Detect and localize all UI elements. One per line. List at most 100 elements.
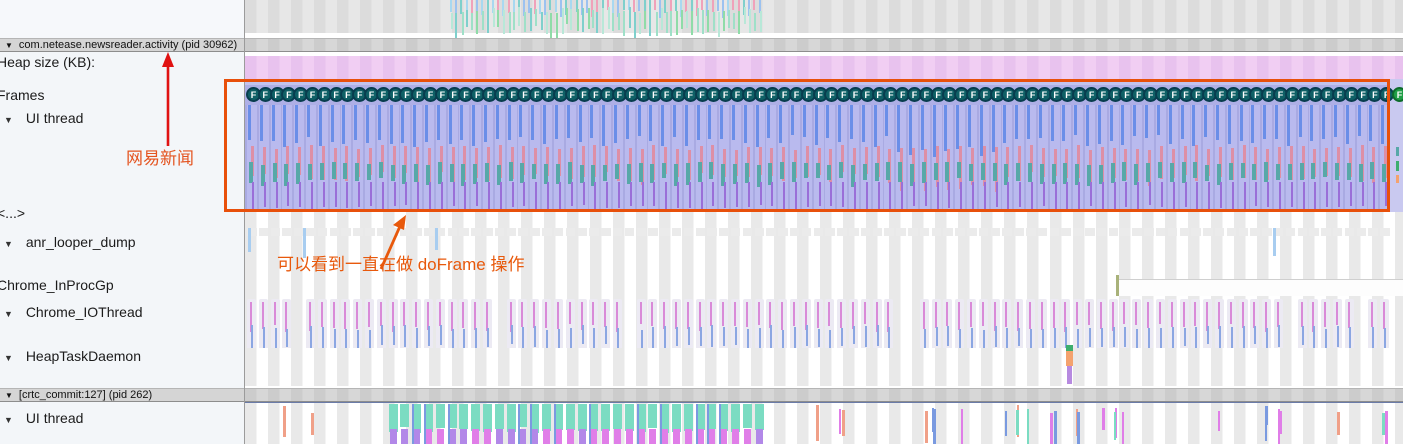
io-slice[interactable]: [250, 302, 252, 332]
trace-slice[interactable]: [470, 0, 473, 17]
doframe-slice[interactable]: [921, 162, 926, 183]
doframe-slice[interactable]: [1254, 147, 1258, 180]
doframe-slice[interactable]: [1240, 163, 1245, 179]
doframe-slice[interactable]: [546, 147, 550, 177]
doframe-slice[interactable]: [861, 105, 865, 142]
doframe-slice[interactable]: [390, 164, 395, 182]
doframe-slice[interactable]: [283, 105, 287, 147]
doframe-slice[interactable]: [308, 163, 313, 180]
io-slice[interactable]: [509, 302, 512, 332]
doframe-slice[interactable]: [452, 182, 455, 206]
doframe-slice[interactable]: [558, 182, 561, 210]
io-slice[interactable]: [615, 302, 618, 332]
io-slice[interactable]: [1277, 325, 1280, 348]
trace-slice[interactable]: [675, 10, 678, 35]
io-slice[interactable]: [959, 328, 962, 350]
doframe-slice[interactable]: [522, 146, 526, 175]
collapsed-slice[interactable]: [884, 228, 894, 236]
collapse-triangle-icon[interactable]: ▼: [4, 309, 13, 319]
trace-slice[interactable]: [549, 0, 552, 11]
doframe-slice[interactable]: [1336, 147, 1340, 177]
collapsed-slice[interactable]: [825, 228, 835, 236]
io-slice[interactable]: [1077, 328, 1080, 350]
doframe-slice[interactable]: [578, 105, 582, 143]
trace-slice[interactable]: [680, 0, 683, 18]
trace-slice[interactable]: [596, 11, 599, 34]
doframe-slice[interactable]: [653, 182, 656, 206]
trace-slice[interactable]: [661, 429, 669, 444]
io-slice[interactable]: [781, 302, 784, 330]
doframe-slice[interactable]: [1156, 105, 1160, 136]
io-slice[interactable]: [427, 302, 430, 331]
io-slice[interactable]: [251, 325, 253, 348]
doframe-slice[interactable]: [488, 182, 491, 210]
io-slice[interactable]: [1384, 327, 1387, 351]
collapsed-slice[interactable]: [1250, 228, 1260, 236]
doframe-slice[interactable]: [1172, 182, 1175, 209]
io-slice[interactable]: [876, 325, 879, 346]
doframe-slice[interactable]: [924, 182, 927, 206]
trace-slice[interactable]: [718, 12, 721, 37]
sidebar-item-chrome-inprocgp[interactable]: Chrome_InProcGp: [0, 277, 114, 293]
trace-slice[interactable]: [413, 429, 421, 444]
trace-slice[interactable]: [723, 11, 726, 31]
doframe-slice[interactable]: [566, 105, 570, 139]
collapsed-slice[interactable]: [778, 228, 788, 236]
doframe-slice[interactable]: [1051, 164, 1056, 185]
doframe-slice[interactable]: [495, 105, 499, 139]
doframe-slice[interactable]: [1263, 105, 1267, 140]
io-slice[interactable]: [510, 325, 513, 344]
io-slice[interactable]: [723, 327, 726, 347]
io-slice[interactable]: [993, 302, 996, 332]
trace-slice[interactable]: [659, 0, 662, 18]
io-slice[interactable]: [1347, 302, 1350, 328]
doframe-slice[interactable]: [1030, 145, 1034, 172]
doframe-slice[interactable]: [1381, 105, 1385, 144]
io-slice[interactable]: [640, 329, 643, 352]
doframe-slice[interactable]: [1287, 164, 1292, 181]
doframe-slice[interactable]: [1160, 182, 1163, 207]
bottom-ui-thread-track[interactable]: [245, 402, 1403, 444]
doframe-slice[interactable]: [1180, 105, 1184, 140]
trace-slice[interactable]: [1102, 408, 1105, 430]
doframe-slice[interactable]: [370, 182, 373, 206]
io-slice[interactable]: [757, 302, 760, 325]
doframe-slice[interactable]: [617, 182, 620, 209]
io-slice[interactable]: [888, 326, 891, 349]
doframe-slice[interactable]: [1110, 162, 1115, 184]
ui-thread-track[interactable]: [245, 105, 1391, 212]
doframe-slice[interactable]: [1039, 164, 1044, 184]
trace-slice[interactable]: [519, 429, 527, 444]
collapsed-slice[interactable]: [306, 228, 316, 236]
doframe-slice[interactable]: [790, 105, 794, 136]
doframe-slice[interactable]: [531, 105, 535, 140]
doframe-slice[interactable]: [1289, 146, 1293, 180]
io-slice[interactable]: [1183, 327, 1186, 346]
io-slice[interactable]: [734, 326, 737, 346]
io-slice[interactable]: [1242, 325, 1245, 349]
collapsed-slice[interactable]: [1120, 228, 1130, 236]
trace-slice[interactable]: [544, 0, 547, 15]
doframe-slice[interactable]: [366, 105, 370, 144]
collapsed-slice[interactable]: [494, 228, 505, 236]
io-slice[interactable]: [1006, 328, 1009, 351]
io-slice[interactable]: [1171, 326, 1174, 348]
trace-slice[interactable]: [530, 404, 540, 433]
doframe-slice[interactable]: [909, 105, 913, 156]
trace-slice[interactable]: [400, 404, 410, 428]
io-slice[interactable]: [746, 329, 749, 352]
doframe-slice[interactable]: [1299, 162, 1304, 181]
doframe-slice[interactable]: [1215, 105, 1219, 140]
collapsed-slice[interactable]: [435, 228, 446, 236]
collapsed-slice[interactable]: [1262, 228, 1272, 236]
collapsed-slice[interactable]: [1037, 228, 1048, 236]
doframe-slice[interactable]: [873, 105, 877, 147]
trace-slice[interactable]: [742, 404, 752, 428]
collapsed-slice[interactable]: [1061, 228, 1071, 236]
doframe-slice[interactable]: [805, 145, 809, 177]
doframe-slice[interactable]: [854, 182, 856, 209]
io-slice[interactable]: [1325, 329, 1328, 351]
io-slice[interactable]: [356, 302, 359, 329]
doframe-slice[interactable]: [523, 182, 526, 207]
doframe-slice[interactable]: [1382, 164, 1387, 182]
